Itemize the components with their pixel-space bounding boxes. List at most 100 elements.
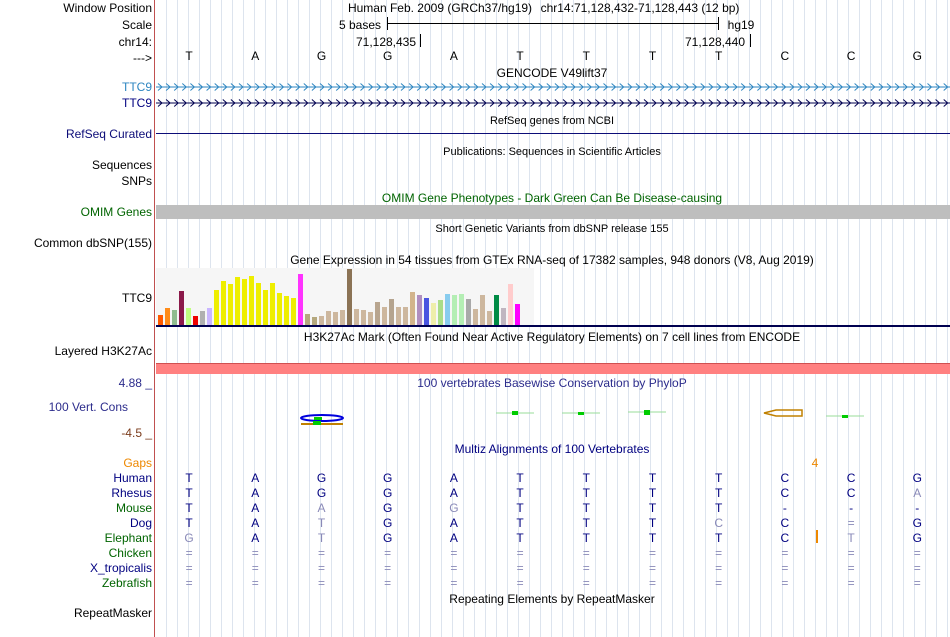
gtex-tissue-bar[interactable] bbox=[438, 300, 443, 325]
aligned-base: T bbox=[715, 501, 723, 515]
gtex-tissue-bar[interactable] bbox=[249, 276, 254, 325]
reference-base: A bbox=[251, 49, 260, 63]
grid-line bbox=[716, 0, 717, 637]
gtex-tissue-bar[interactable] bbox=[396, 307, 401, 325]
aligned-base: G bbox=[449, 501, 459, 515]
gtex-tissue-bar[interactable] bbox=[473, 309, 478, 325]
track-label-omim[interactable]: OMIM Genes bbox=[80, 205, 152, 219]
gtex-tissue-bar[interactable] bbox=[298, 274, 303, 325]
gtex-tissue-bar[interactable] bbox=[389, 299, 394, 325]
gtex-tissue-bar[interactable] bbox=[186, 308, 191, 325]
gtex-tissue-bar[interactable] bbox=[284, 296, 289, 325]
gtex-tissue-bar[interactable] bbox=[326, 311, 331, 325]
gtex-tissue-bar[interactable] bbox=[494, 295, 499, 325]
track-label-common-dbsnp[interactable]: Common dbSNP(155) bbox=[33, 236, 152, 250]
gtex-tissue-bar[interactable] bbox=[340, 310, 345, 325]
gtex-tissue-bar[interactable] bbox=[410, 292, 415, 325]
aligned-base: G bbox=[383, 531, 393, 545]
phylop-graph[interactable] bbox=[156, 400, 950, 434]
gtex-tissue-bar[interactable] bbox=[221, 281, 226, 325]
gtex-tissue-bar[interactable] bbox=[277, 293, 282, 325]
gtex-tissue-bar[interactable] bbox=[508, 284, 513, 325]
grid-line bbox=[694, 0, 695, 637]
gtex-tissue-bar[interactable] bbox=[207, 308, 212, 325]
aligned-base: A bbox=[449, 531, 458, 545]
track-label-ttc9-gencode[interactable]: TTC9 bbox=[122, 80, 152, 94]
gtex-tissue-bar[interactable] bbox=[263, 290, 268, 325]
aligned-base: = bbox=[913, 561, 921, 575]
aligned-base: A bbox=[251, 486, 260, 500]
aligned-base: G bbox=[316, 486, 327, 500]
ttc9-transcript-1[interactable] bbox=[156, 82, 950, 92]
gtex-tissue-bar[interactable] bbox=[431, 303, 436, 325]
gtex-tissue-bar[interactable] bbox=[165, 308, 170, 325]
gtex-tissue-bar[interactable] bbox=[193, 316, 198, 325]
gtex-tissue-bar[interactable] bbox=[333, 312, 338, 325]
reference-base: G bbox=[383, 49, 393, 63]
gtex-tissue-bar[interactable] bbox=[291, 298, 296, 325]
gtex-tissue-bar[interactable] bbox=[417, 295, 422, 325]
aligned-base: T bbox=[516, 531, 524, 545]
gtex-tissue-bar[interactable] bbox=[256, 283, 261, 325]
chrom-label: chr14: bbox=[118, 35, 152, 49]
gtex-tissue-bar[interactable] bbox=[361, 310, 366, 325]
gtex-tissue-bar[interactable] bbox=[487, 311, 492, 325]
gap-count-marker[interactable]: 4 bbox=[811, 456, 819, 470]
gtex-tissue-bar[interactable] bbox=[270, 283, 275, 325]
gtex-tissue-bar[interactable] bbox=[242, 279, 247, 325]
omim-gene-bar[interactable] bbox=[156, 205, 950, 219]
gtex-tissue-bar[interactable] bbox=[452, 295, 457, 325]
aligned-base: C bbox=[714, 516, 724, 530]
gtex-tissue-bar[interactable] bbox=[214, 290, 219, 325]
track-label-ttc9-gencode-2[interactable]: TTC9 bbox=[122, 96, 152, 110]
species-label: Dog bbox=[129, 516, 152, 530]
aligned-base: = bbox=[384, 561, 392, 575]
gtex-tissue-bar[interactable] bbox=[445, 294, 450, 325]
track-label-refseq[interactable]: RefSeq Curated bbox=[65, 127, 152, 141]
gtex-tissue-bar[interactable] bbox=[158, 315, 163, 325]
gtex-tissue-bar[interactable] bbox=[375, 302, 380, 325]
aligned-base: = bbox=[913, 576, 921, 590]
species-label: Rhesus bbox=[111, 486, 152, 500]
gtex-tissue-bar[interactable] bbox=[200, 311, 205, 325]
cons-min-label: -4.5 _ bbox=[121, 426, 152, 440]
coord-left-tick bbox=[420, 34, 421, 47]
gtex-tissue-bar[interactable] bbox=[382, 307, 387, 325]
refseq-gene-line[interactable] bbox=[156, 133, 950, 134]
h3k27ac-signal[interactable] bbox=[156, 363, 950, 374]
gtex-tissue-bar[interactable] bbox=[172, 310, 177, 325]
track-label-h3k27ac[interactable]: Layered H3K27Ac bbox=[54, 344, 152, 358]
elephant-insertion-marker[interactable] bbox=[816, 530, 818, 543]
gtex-tissue-bar[interactable] bbox=[228, 284, 233, 325]
track-label-snps[interactable]: SNPs bbox=[121, 174, 152, 188]
gtex-tissue-bar[interactable] bbox=[354, 309, 359, 325]
aligned-base: = bbox=[450, 546, 458, 560]
track-label-repeatmasker[interactable]: RepeatMasker bbox=[73, 606, 152, 620]
grid-line bbox=[683, 0, 684, 637]
gtex-tissue-bar[interactable] bbox=[501, 308, 506, 325]
gtex-tissue-bar[interactable] bbox=[466, 299, 471, 325]
gtex-tissue-bar[interactable] bbox=[459, 294, 464, 325]
gtex-tissue-bar[interactable] bbox=[424, 298, 429, 325]
publications-track-title: Publications: Sequences in Scientific Ar… bbox=[443, 146, 661, 158]
gtex-tissue-bar[interactable] bbox=[480, 295, 485, 325]
aligned-base: T bbox=[582, 486, 590, 500]
gtex-tissue-bar[interactable] bbox=[319, 316, 324, 325]
gtex-tissue-bar[interactable] bbox=[515, 304, 520, 325]
gtex-tissue-bar[interactable] bbox=[403, 307, 408, 325]
gtex-tissue-bar[interactable] bbox=[235, 277, 240, 325]
gtex-tissue-bar[interactable] bbox=[347, 269, 352, 325]
ttc9-transcript-2[interactable] bbox=[156, 98, 950, 108]
aligned-base: = bbox=[516, 546, 524, 560]
track-label-cons[interactable]: 100 Vert. Cons bbox=[48, 400, 128, 414]
aligned-base: = bbox=[450, 576, 458, 590]
aligned-base: C bbox=[780, 471, 790, 485]
gtex-tissue-bar[interactable] bbox=[312, 317, 317, 325]
gtex-tissue-bar[interactable] bbox=[305, 314, 310, 325]
track-label-ttc9-gtex[interactable]: TTC9 bbox=[122, 291, 152, 305]
aligned-base: C bbox=[780, 516, 790, 530]
gtex-tissue-bar[interactable] bbox=[368, 312, 373, 325]
gtex-tissue-bar[interactable] bbox=[179, 291, 184, 325]
track-label-sequences[interactable]: Sequences bbox=[91, 158, 152, 172]
grid-line bbox=[936, 0, 937, 637]
